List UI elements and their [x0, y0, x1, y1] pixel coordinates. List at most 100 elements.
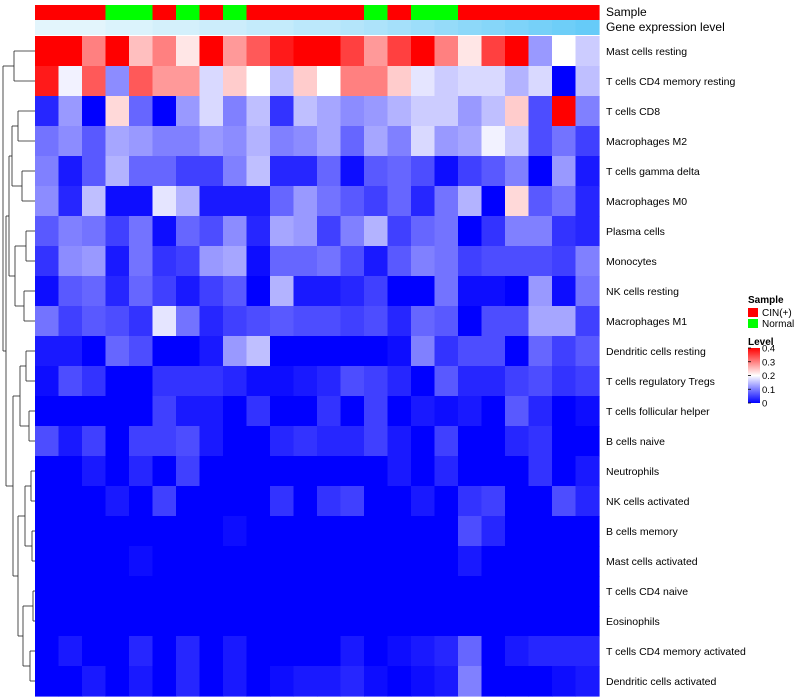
heatmap-cell — [364, 66, 389, 97]
gene-expression-annotation-cell — [364, 20, 389, 35]
heatmap-cell — [58, 126, 83, 157]
heatmap-cell — [317, 636, 342, 667]
heatmap-cell — [387, 606, 412, 637]
sample-annotation-cell — [458, 5, 483, 20]
heatmap-cell — [575, 486, 600, 517]
heatmap-cell — [176, 216, 201, 247]
heatmap-cell — [528, 156, 553, 187]
sample-annotation-cell — [35, 5, 60, 20]
heatmap-cell — [105, 126, 130, 157]
heatmap-cell — [246, 396, 271, 427]
heatmap-cell — [246, 546, 271, 577]
heatmap-cell — [317, 66, 342, 97]
heatmap-cell — [152, 126, 177, 157]
gene-expression-annotation-cell — [340, 20, 365, 35]
heatmap-cell — [82, 276, 107, 307]
heatmap-cell — [552, 576, 577, 607]
gene-expression-annotation-cell — [105, 20, 130, 35]
heatmap-cell — [575, 126, 600, 157]
heatmap-cell — [434, 666, 459, 697]
heatmap-cell — [387, 396, 412, 427]
heatmap-cell — [528, 636, 553, 667]
legend-swatch-cin — [748, 308, 758, 317]
heatmap-cell — [340, 606, 365, 637]
heatmap-cell — [458, 456, 483, 487]
heatmap-cell — [152, 366, 177, 397]
heatmap-cell — [58, 216, 83, 247]
heatmap-cell — [528, 96, 553, 127]
heatmap-cell — [129, 66, 154, 97]
heatmap-cell — [152, 396, 177, 427]
heatmap-cell — [317, 456, 342, 487]
heatmap-cell — [152, 576, 177, 607]
heatmap-cell — [199, 666, 224, 697]
heatmap-cell — [246, 186, 271, 217]
row-label: Mast cells activated — [606, 556, 698, 568]
heatmap-cell — [152, 156, 177, 187]
sample-annotation-cell — [434, 5, 459, 20]
heatmap-cell — [317, 306, 342, 337]
heatmap-cell — [434, 456, 459, 487]
heatmap-cell — [481, 216, 506, 247]
heatmap-cell — [35, 336, 60, 367]
heatmap-cell — [411, 486, 436, 517]
row-label: B cells naive — [606, 436, 665, 448]
row-label: Neutrophils — [606, 466, 659, 478]
heatmap-cell — [129, 246, 154, 277]
heatmap-cell — [223, 126, 248, 157]
heatmap-cell — [575, 96, 600, 127]
heatmap-cell — [246, 36, 271, 67]
heatmap-cell — [176, 276, 201, 307]
heatmap-cell — [458, 366, 483, 397]
heatmap-cell — [270, 396, 295, 427]
heatmap-cell — [223, 666, 248, 697]
heatmap-cell — [246, 516, 271, 547]
heatmap-cell — [35, 156, 60, 187]
heatmap-cell — [199, 156, 224, 187]
heatmap-cell — [199, 576, 224, 607]
heatmap-cell — [317, 426, 342, 457]
heatmap-cell — [246, 246, 271, 277]
heatmap-cells — [35, 36, 600, 697]
heatmap-cell — [246, 576, 271, 607]
sample-annotation-cell — [105, 5, 130, 20]
heatmap-cell — [58, 366, 83, 397]
heatmap-cell — [129, 156, 154, 187]
heatmap-cell — [505, 336, 530, 367]
heatmap-cell — [82, 36, 107, 67]
heatmap-cell — [152, 456, 177, 487]
sample-annotation-cell — [270, 5, 295, 20]
row-label: Dendritic cells activated — [606, 676, 716, 688]
heatmap-cell — [458, 336, 483, 367]
heatmap-cell — [364, 36, 389, 67]
row-label: T cells CD8 — [606, 106, 660, 118]
row-label: Monocytes — [606, 256, 657, 268]
heatmap-cell — [176, 126, 201, 157]
heatmap-cell — [340, 96, 365, 127]
heatmap-cell — [176, 666, 201, 697]
heatmap-cell — [387, 126, 412, 157]
heatmap-cell — [105, 666, 130, 697]
heatmap-cell — [411, 156, 436, 187]
heatmap-cell — [246, 336, 271, 367]
heatmap-cell — [317, 516, 342, 547]
heatmap-cell — [340, 576, 365, 607]
heatmap-cell — [340, 666, 365, 697]
heatmap-cell — [575, 636, 600, 667]
heatmap-cell — [411, 546, 436, 577]
heatmap-cell — [387, 456, 412, 487]
heatmap-cell — [434, 126, 459, 157]
heatmap-cell — [458, 606, 483, 637]
heatmap-cell — [105, 636, 130, 667]
heatmap-cell — [317, 96, 342, 127]
heatmap-cell — [176, 366, 201, 397]
sample-annotation-cell — [481, 5, 506, 20]
heatmap-cell — [223, 66, 248, 97]
row-label: Mast cells resting — [606, 46, 687, 58]
gene-expression-annotation-cell — [575, 20, 600, 35]
heatmap-cell — [411, 366, 436, 397]
heatmap-cell — [364, 516, 389, 547]
heatmap-cell — [387, 306, 412, 337]
heatmap-cell — [82, 666, 107, 697]
